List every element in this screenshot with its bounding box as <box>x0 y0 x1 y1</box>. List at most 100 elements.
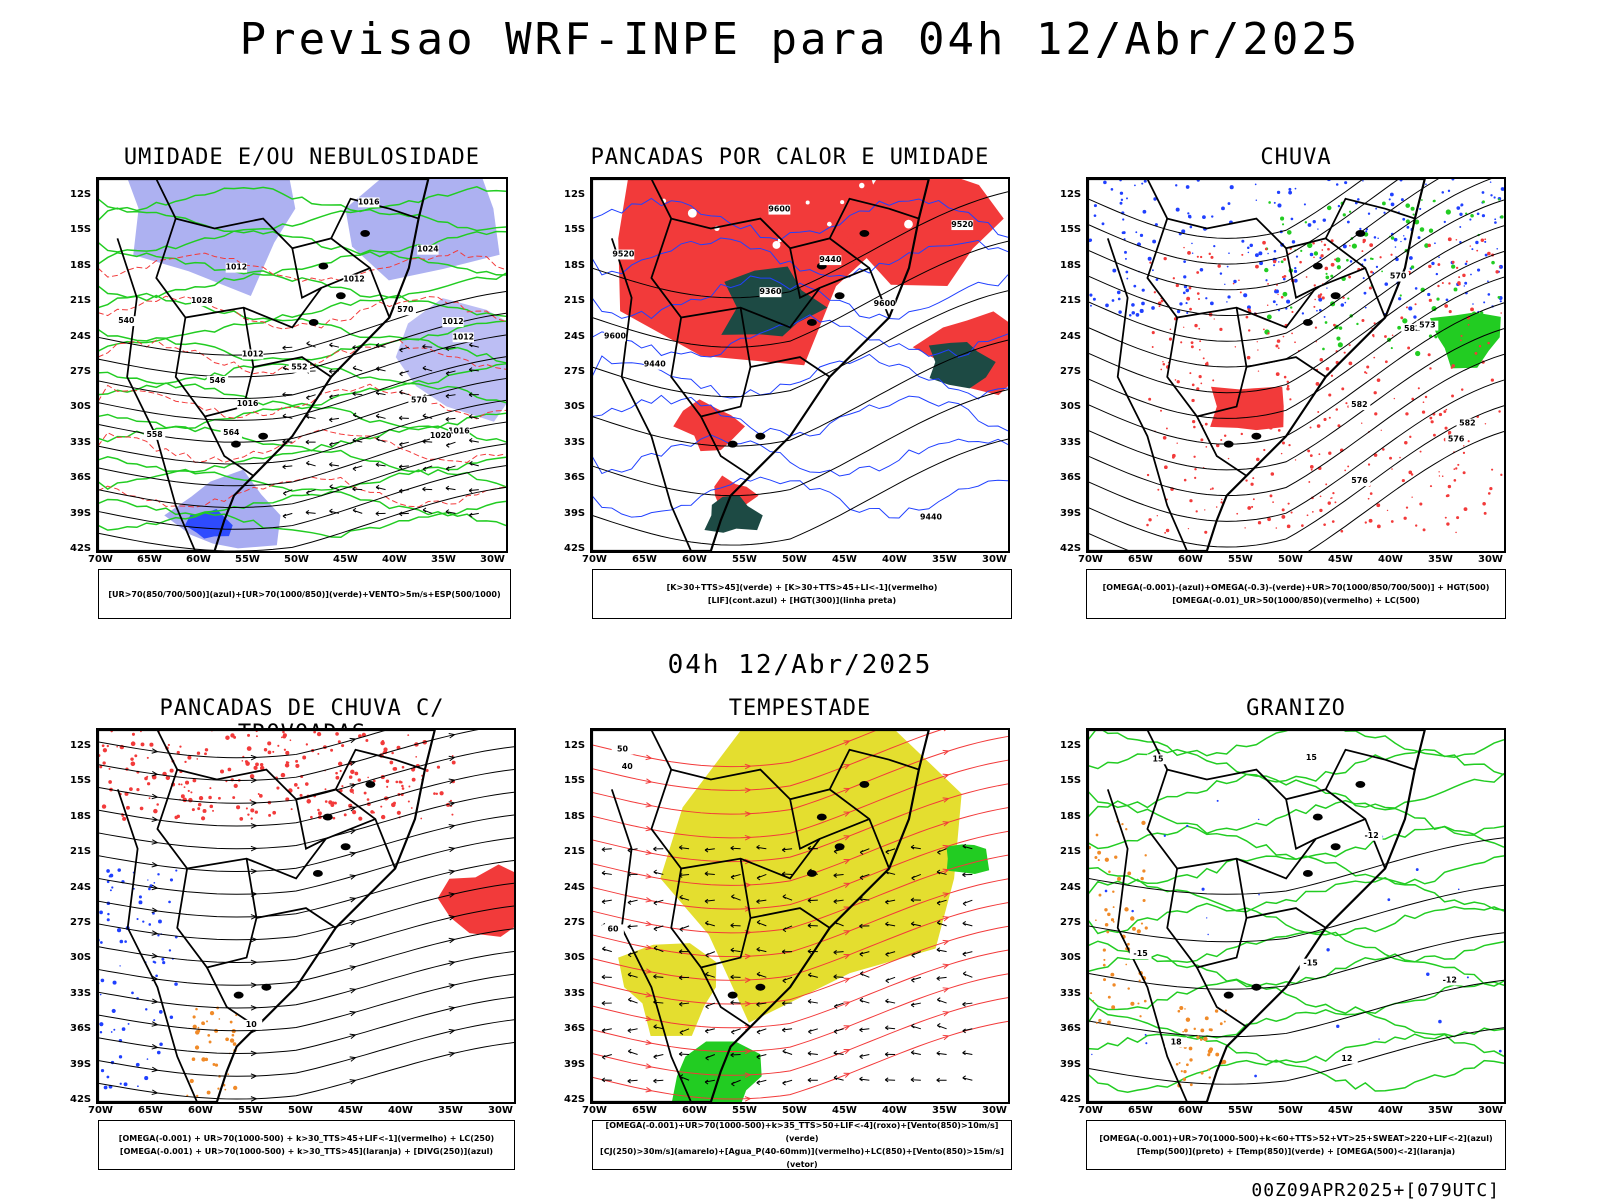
omega-green-speck <box>1500 215 1504 219</box>
wind-vector <box>399 389 409 396</box>
omega-blue-speck <box>1210 301 1214 306</box>
longitude-tick-label: 70W <box>88 1105 113 1116</box>
contour-label-bg <box>448 426 470 437</box>
lake-marker <box>1302 318 1313 326</box>
thunderstorm-red-speck <box>415 755 418 758</box>
wind-vector <box>399 370 409 377</box>
omega-blue-speck <box>1301 312 1305 315</box>
wind850-vector <box>833 1050 844 1056</box>
lake-marker <box>261 983 272 991</box>
ur50-red-speck <box>1334 258 1337 261</box>
wind-vector <box>399 346 409 353</box>
map-chuva[interactable]: 582 582 582 576 576 570 573 <box>1086 177 1506 553</box>
omega-blue-speck <box>1202 215 1206 219</box>
ur50-red-speck <box>1189 307 1192 311</box>
divergence-blue-speck <box>110 1031 113 1033</box>
streamline-arrow <box>942 821 949 827</box>
map-trovoadas[interactable]: 10 <box>96 728 516 1104</box>
longitude-tick-label: 40W <box>388 1105 413 1116</box>
ur50-red-speck <box>1275 372 1280 376</box>
main-title: Previsao WRF-INPE para 04h 12/Abr/2025 <box>239 14 1361 65</box>
thunderstorm-red-speck <box>167 743 170 747</box>
latitude-tick-label: 15S <box>564 224 586 236</box>
contour-label: 570 <box>1390 272 1407 281</box>
wind-vector <box>352 486 363 492</box>
ur50-red-speck <box>1194 476 1197 479</box>
thunderstorm-red-speck <box>190 791 193 794</box>
thunderstorm-red-speck <box>146 782 151 786</box>
ur50-red-speck <box>1211 487 1214 490</box>
contour-label-bg <box>1438 975 1461 986</box>
omega-blue-speck <box>1322 218 1327 222</box>
thunderstorm-red-speck <box>272 750 275 753</box>
omega-green-speck <box>1335 257 1341 263</box>
divergence-blue-speck <box>118 1055 123 1059</box>
omega-blue-speck <box>1470 273 1472 276</box>
wind-vector <box>375 413 386 419</box>
ur50-red-speck <box>1180 341 1183 344</box>
ur50-red-speck <box>1215 443 1220 448</box>
omega-blue-speck <box>1363 258 1367 262</box>
ur50-red-speck <box>1215 506 1218 508</box>
ur50-red-speck <box>1263 328 1265 331</box>
legend-line: [OMEGA(-0.01)_UR>50(1000/850)(vermelho) … <box>1172 596 1420 605</box>
thunderstorm-red-speck <box>208 795 212 800</box>
streamline-arrow <box>250 982 257 988</box>
map-tempestade[interactable]: 40 50 60 <box>590 728 1010 1104</box>
contour-label: 50 <box>617 745 629 754</box>
lake-marker <box>1251 983 1262 991</box>
thunderstorm-orange-speck <box>192 1024 197 1029</box>
omega-blue-speck <box>1390 202 1395 207</box>
contour-label-bg <box>1360 830 1383 841</box>
omega-blue-speck <box>1375 207 1378 210</box>
ur50-red-speck <box>1379 256 1382 259</box>
wind850-vector <box>679 894 690 901</box>
wind850-vector <box>962 843 973 850</box>
omega-blue-speck <box>1125 270 1129 274</box>
map-umidade[interactable]: 1012 1012 1012 1012 1012 1016 1016 1016 1020 1024… <box>96 177 508 553</box>
thunderstorm-red-speck <box>317 752 320 755</box>
wind850-vector <box>781 1027 793 1033</box>
divergence-blue-speck <box>146 1058 149 1060</box>
omega-blue-speck <box>1375 265 1379 269</box>
ur50-red-speck <box>1448 282 1451 285</box>
ur50-red-speck <box>1323 417 1327 421</box>
wind850-vector <box>601 899 612 905</box>
longitude-tick-label: 55W <box>732 1105 757 1116</box>
latitude-tick-label: 24S <box>564 881 586 893</box>
streamline-arrow <box>151 770 158 777</box>
streamline-arrow <box>250 754 257 761</box>
omega-blue-speck <box>1186 311 1189 314</box>
omega-blue-speck <box>1293 278 1298 283</box>
ur50-red-speck <box>1318 453 1321 456</box>
longitude-tick-label: 65W <box>632 554 657 565</box>
ur50-red-speck <box>1427 243 1431 248</box>
ur50-red-speck <box>1172 277 1175 280</box>
omega-blue-speck <box>1344 301 1347 304</box>
hgt500-contour <box>1088 179 1364 239</box>
contour-marker <box>772 241 781 249</box>
temp850-contour <box>1088 825 1504 860</box>
latitude-tick-label: 15S <box>1060 775 1082 787</box>
omega-blue-speck <box>1500 187 1504 191</box>
map-granizo[interactable]: -12 -15 -15 -12 12 15 15 18 <box>1086 728 1506 1104</box>
wind-vector <box>469 461 479 467</box>
divergence-blue-speck <box>124 940 127 943</box>
thunderstorm-red-speck <box>348 775 353 779</box>
omega500-orange-speck <box>1143 999 1147 1003</box>
wind-vector <box>282 345 293 351</box>
thunderstorm-red-speck <box>439 791 444 796</box>
contour-label-bg <box>1387 271 1410 282</box>
streamline-arrow <box>349 942 356 948</box>
thunderstorm-red-speck <box>317 811 322 816</box>
ur50-red-speck <box>1263 448 1266 452</box>
omega-blue-speck <box>1141 182 1144 185</box>
state-border <box>1146 730 1386 869</box>
contour-label: 564 <box>223 428 240 437</box>
omega500-orange-speck <box>1142 898 1146 903</box>
map-pancadas-calor[interactable]: 9600 9600 9600 9520 9520 9440 9440 9440 9360 <box>590 177 1010 553</box>
wind-vector <box>375 462 386 467</box>
ur50-red-speck <box>1277 428 1281 432</box>
latitude-tick-label: 36S <box>1060 1023 1082 1035</box>
latitude-tick-label: 12S <box>70 189 92 200</box>
